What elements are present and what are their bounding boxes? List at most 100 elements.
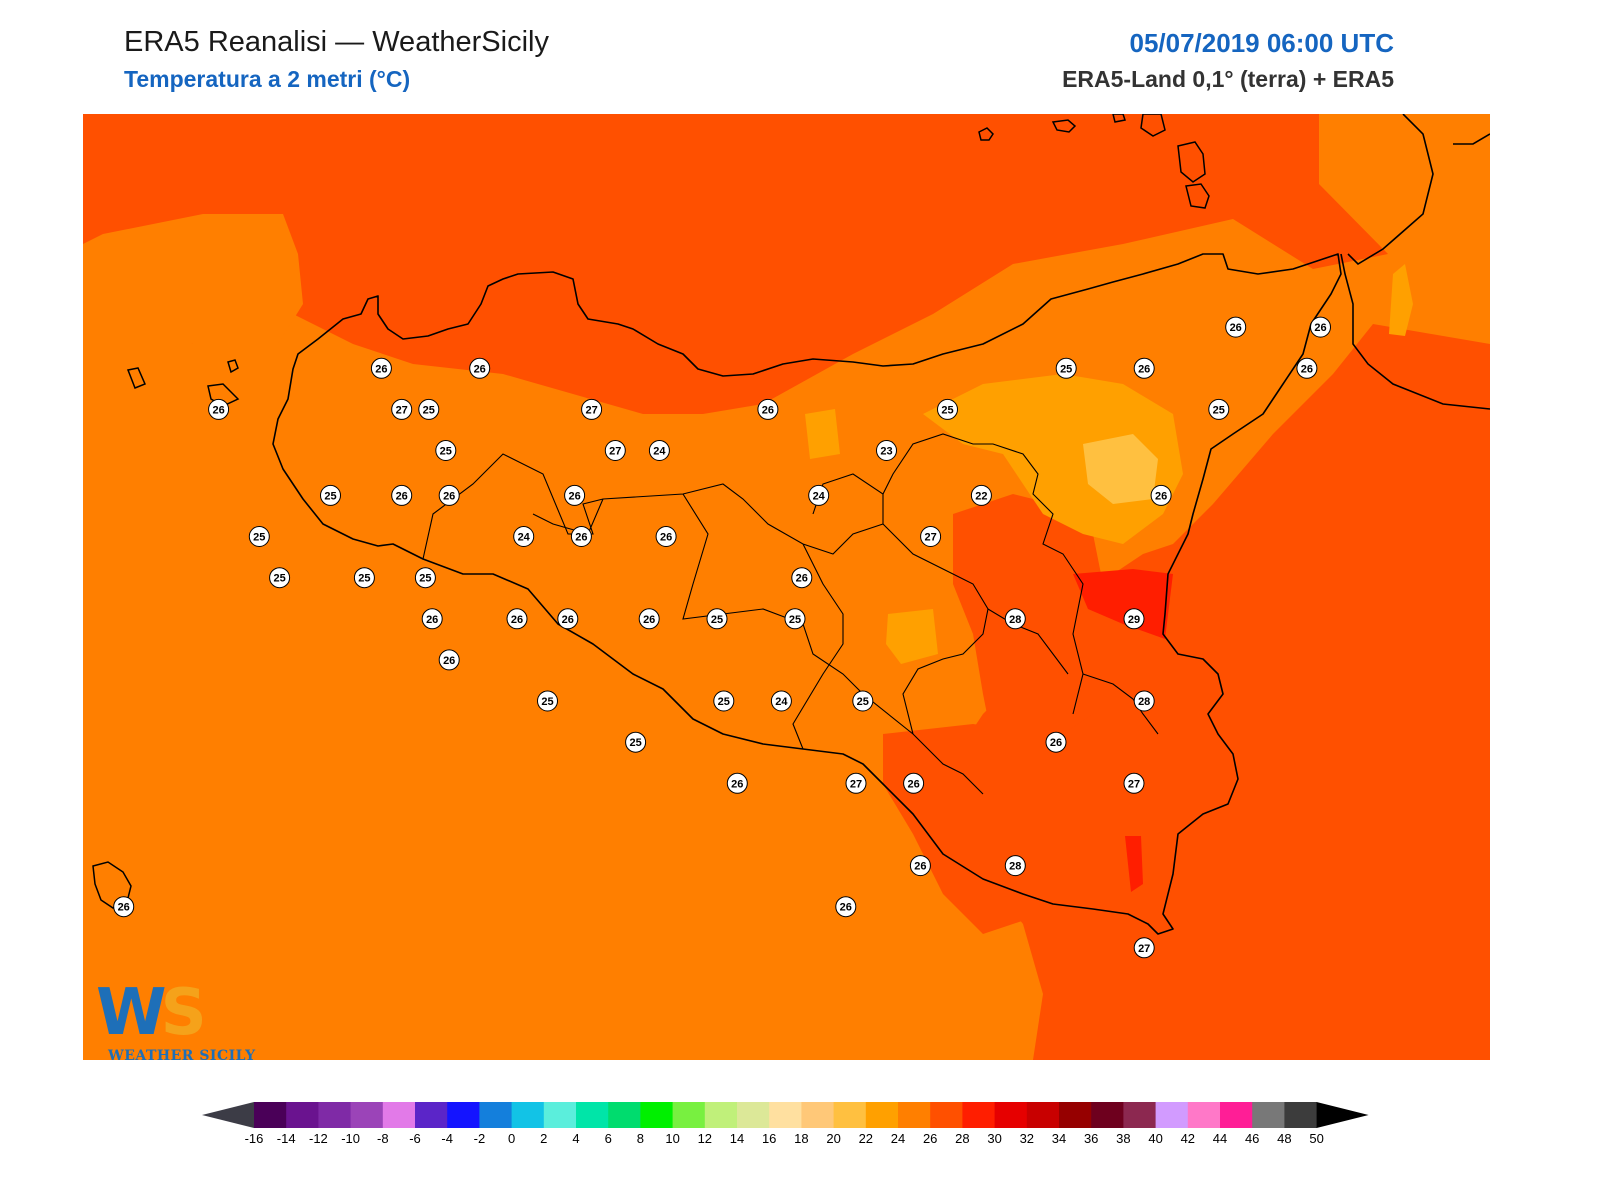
station-value: 28: [1009, 614, 1021, 626]
station-value: 26: [443, 655, 455, 667]
station-marker: [706, 608, 728, 630]
colorbar-swatch: [1123, 1102, 1156, 1128]
colorbar-swatch: [801, 1102, 834, 1128]
station-value: 25: [324, 490, 336, 502]
colorbar-tick-label: 38: [1116, 1131, 1130, 1146]
weather-sicily-logo: WS WEATHER SICILY: [96, 978, 256, 1072]
station-marker: [1150, 484, 1172, 506]
station-value: 22: [975, 490, 987, 502]
colorbar-swatch: [1059, 1102, 1092, 1128]
station-marker: [391, 398, 413, 420]
colorbar-tick-label: 44: [1213, 1131, 1227, 1146]
station-marker: [655, 526, 677, 547]
station-value: 26: [914, 861, 926, 873]
colorbar-swatch: [608, 1102, 641, 1128]
station-value: 24: [775, 696, 788, 708]
station-value: 26: [1138, 363, 1150, 375]
station-marker: [1004, 608, 1026, 630]
colorbar-swatch: [447, 1102, 480, 1128]
station-marker: [909, 855, 931, 877]
field-hot-spot-small: [1125, 836, 1143, 892]
colorbar-tick-label: 0: [508, 1131, 515, 1146]
temperature-colorbar: -16 -14 -12 -10 -8 -6 -4 -2 0 2 4 6 8 10 12 14 16 18 20 22 2…: [202, 1102, 1369, 1146]
station-value: 26: [118, 902, 130, 914]
station-value: 26: [396, 490, 408, 502]
station-marker: [1310, 316, 1331, 338]
station-value: 25: [1213, 404, 1225, 416]
station-marker: [835, 896, 857, 918]
colorbar-swatch: [318, 1102, 351, 1128]
station-value: 25: [253, 532, 265, 544]
colorbar-tick-label: 50: [1309, 1131, 1323, 1146]
station-value: 27: [396, 404, 408, 416]
colorbar-tick-label: 28: [955, 1131, 969, 1146]
station-value: 24: [518, 532, 531, 544]
colorbar-tick-label: 8: [637, 1131, 644, 1146]
station-value: 26: [762, 404, 774, 416]
station-marker: [557, 608, 579, 630]
colorbar-swatch: [865, 1102, 899, 1128]
colorbar-tick-label: 26: [923, 1131, 937, 1146]
station-value: 25: [718, 696, 730, 708]
colorbar-swatch: [898, 1102, 931, 1128]
station-value: 27: [585, 404, 597, 416]
station-marker: [435, 440, 457, 461]
colorbar-tick-label: 42: [1181, 1131, 1195, 1146]
station-value: 26: [1301, 363, 1313, 375]
colorbar-swatch: [930, 1102, 963, 1128]
field-cool-calabria: [1389, 264, 1413, 336]
colorbar-tick-label: -14: [277, 1131, 296, 1146]
islands: [92, 114, 1210, 909]
station-value: 27: [1128, 778, 1140, 790]
field-band-catania: [953, 494, 1103, 754]
station-value: 25: [857, 696, 869, 708]
station-marker: [970, 484, 992, 506]
station-value: 26: [731, 778, 743, 790]
colorbar-swatch: [704, 1102, 738, 1128]
station-value: 26: [1155, 490, 1167, 502]
sicily-coastline: [272, 253, 1342, 935]
station-value: 28: [1009, 861, 1021, 873]
field-cool-nebrodi: [805, 409, 840, 459]
station-marker: [852, 690, 874, 712]
colorbar-tick-label: 34: [1052, 1131, 1066, 1146]
colorbar-tick-label: -8: [377, 1131, 389, 1146]
logo-caption: WEATHER SICILY: [108, 1048, 256, 1064]
colorbar-swatch: [1220, 1102, 1253, 1128]
colorbar-tick-label: 12: [698, 1131, 712, 1146]
colorbar-tick-label: -6: [409, 1131, 421, 1146]
station-value: 26: [474, 363, 486, 375]
station-value: 26: [511, 614, 523, 626]
field-hot-spot: [1073, 569, 1173, 639]
colorbar-tick-label: 32: [1020, 1131, 1034, 1146]
station-marker: [581, 398, 603, 420]
field-band-southeast: [883, 724, 1103, 934]
logo-letters: WS: [96, 976, 207, 1050]
station-marker: [770, 690, 792, 712]
station-marker: [784, 608, 806, 630]
station-value: 25: [440, 446, 452, 458]
station-value: 26: [575, 532, 587, 544]
colorbar-tick-label: 48: [1277, 1131, 1291, 1146]
station-marker: [1123, 772, 1145, 794]
colorbar-under-arrow: [202, 1102, 254, 1128]
temperature-map: 26 26 27 25 26 27 26 25 25 26 26 26 26 25 25 26 26 25 27 24…: [83, 114, 1490, 1060]
map-title: ERA5 Reanalisi — WeatherSicily: [124, 26, 549, 58]
station-marker: [903, 772, 925, 794]
colorbar-swatch: [737, 1102, 770, 1128]
colorbar-swatch: [254, 1102, 287, 1128]
station-marker: [418, 398, 440, 420]
station-value: 26: [1230, 322, 1242, 334]
colorbar-swatch: [1026, 1102, 1060, 1128]
colorbar-tick-label: 22: [859, 1131, 873, 1146]
map-subtitle: Temperatura a 2 metri (°C): [124, 66, 411, 92]
station-marker: [1123, 608, 1145, 630]
station-marker: [713, 690, 735, 712]
station-value: 27: [1138, 943, 1150, 955]
colorbar-tick-label: -10: [341, 1131, 360, 1146]
colorbar-tick-label: 20: [826, 1131, 840, 1146]
station-marker: [1208, 398, 1230, 420]
station-marker: [564, 484, 586, 506]
station-marker: [757, 398, 779, 420]
station-value: 26: [1050, 737, 1062, 749]
